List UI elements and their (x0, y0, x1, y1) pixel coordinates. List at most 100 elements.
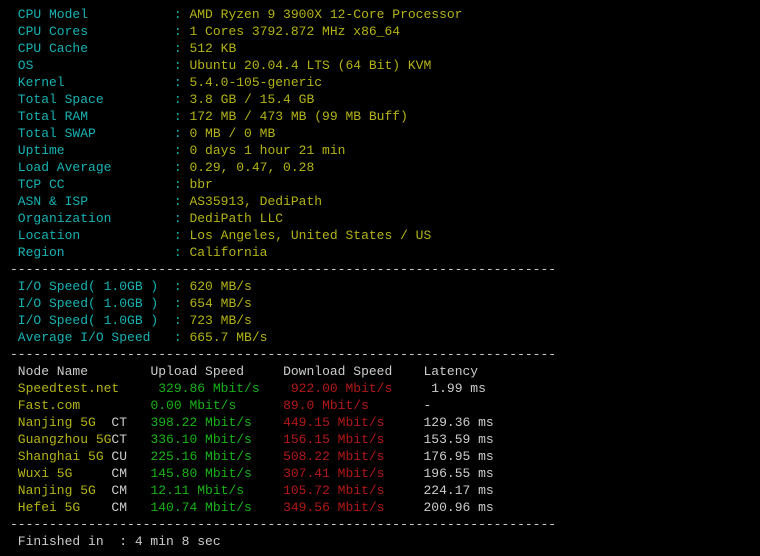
node-name: Wuxi 5G (10, 466, 111, 481)
info-row-cpu_model: CPU Model : AMD Ryzen 9 3900X 12-Core Pr… (10, 6, 750, 23)
io-value: 654 MB/s (189, 296, 251, 311)
info-label: Total RAM (10, 109, 174, 124)
upload-speed: 0.00 Mbit/s (150, 398, 283, 413)
hdr-lat: Latency (424, 364, 479, 379)
info-row-kernel: Kernel : 5.4.0-105-generic (10, 74, 750, 91)
node-carrier: CT (111, 432, 150, 447)
info-value: bbr (189, 177, 212, 192)
colon: : (174, 75, 190, 90)
io-label: I/O Speed( 1.0GB ) (10, 279, 174, 294)
info-row-location: Location : Los Angeles, United States / … (10, 227, 750, 244)
upload-speed: 225.16 Mbit/s (150, 449, 283, 464)
latency: 200.96 ms (424, 500, 494, 515)
info-row-asn_isp: ASN & ISP : AS35913, DediPath (10, 193, 750, 210)
info-label: Uptime (10, 143, 174, 158)
node-carrier: CM (111, 483, 150, 498)
info-label: Region (10, 245, 174, 260)
node-name: Nanjing 5G (10, 483, 111, 498)
node-name: Guangzhou 5G (10, 432, 111, 447)
speedtest-row-5: Wuxi 5G CM 145.80 Mbit/s 307.41 Mbit/s 1… (10, 465, 750, 482)
info-label: CPU Cores (10, 24, 174, 39)
info-value: 0 days 1 hour 21 min (189, 143, 345, 158)
info-value: 3.8 GB / 15.4 GB (189, 92, 314, 107)
latency: 224.17 ms (424, 483, 494, 498)
upload-speed: 336.10 Mbit/s (150, 432, 283, 447)
download-speed: 89.0 Mbit/s (283, 398, 423, 413)
colon: : (174, 126, 190, 141)
speedtest-row-7: Hefei 5G CM 140.74 Mbit/s 349.56 Mbit/s … (10, 499, 750, 516)
io-avg-label: Average I/O Speed (10, 330, 174, 345)
download-speed: 508.22 Mbit/s (283, 449, 423, 464)
hdr-down: Download Speed (283, 364, 423, 379)
io-avg-value: 665.7 MB/s (189, 330, 267, 345)
speedtest-row-3: Guangzhou 5GCT 336.10 Mbit/s 156.15 Mbit… (10, 431, 750, 448)
info-label: CPU Model (10, 7, 174, 22)
hdr-node: Node Name (10, 364, 150, 379)
upload-speed: 329.86 Mbit/s (158, 381, 291, 396)
speedtest-row-2: Nanjing 5G CT 398.22 Mbit/s 449.15 Mbit/… (10, 414, 750, 431)
info-row-total_swap: Total SWAP : 0 MB / 0 MB (10, 125, 750, 142)
speedtest-row-1: Fast.com 0.00 Mbit/s 89.0 Mbit/s - (10, 397, 750, 414)
finished-text: Finished in : 4 min 8 sec (10, 534, 221, 549)
info-value: AMD Ryzen 9 3900X 12-Core Processor (189, 7, 462, 22)
upload-speed: 145.80 Mbit/s (150, 466, 283, 481)
speedtest-row-4: Shanghai 5G CU 225.16 Mbit/s 508.22 Mbit… (10, 448, 750, 465)
info-label: Organization (10, 211, 174, 226)
colon: : (174, 228, 190, 243)
colon: : (174, 41, 190, 56)
info-row-region: Region : California (10, 244, 750, 261)
info-label: Load Average (10, 160, 174, 175)
node-carrier: CM (111, 500, 150, 515)
node-carrier: CT (111, 415, 150, 430)
info-value: DediPath LLC (189, 211, 283, 226)
info-label: CPU Cache (10, 41, 174, 56)
io-row-1: I/O Speed( 1.0GB ) : 654 MB/s (10, 295, 750, 312)
info-value: 512 KB (189, 41, 236, 56)
io-label: I/O Speed( 1.0GB ) (10, 313, 174, 328)
colon: : (174, 194, 190, 209)
info-value: AS35913, DediPath (189, 194, 322, 209)
node-carrier: CU (111, 449, 150, 464)
info-row-load_avg: Load Average : 0.29, 0.47, 0.28 (10, 159, 750, 176)
divider: ----------------------------------------… (10, 261, 750, 278)
info-row-tcp_cc: TCP CC : bbr (10, 176, 750, 193)
divider: ----------------------------------------… (10, 516, 750, 533)
colon: : (174, 279, 190, 294)
info-row-os: OS : Ubuntu 20.04.4 LTS (64 Bit) KVM (10, 57, 750, 74)
latency: - (424, 398, 432, 413)
node-name: Fast.com (10, 398, 111, 413)
info-value: California (189, 245, 267, 260)
divider: ----------------------------------------… (10, 346, 750, 363)
info-row-total_ram: Total RAM : 172 MB / 473 MB (99 MB Buff) (10, 108, 750, 125)
node-name: Speedtest.net (10, 381, 119, 396)
node-name: Shanghai 5G (10, 449, 111, 464)
info-value: 0 MB / 0 MB (189, 126, 275, 141)
io-row-0: I/O Speed( 1.0GB ) : 620 MB/s (10, 278, 750, 295)
node-name: Nanjing 5G (10, 415, 111, 430)
colon: : (174, 92, 190, 107)
latency: 129.36 ms (424, 415, 494, 430)
info-label: Kernel (10, 75, 174, 90)
colon: : (174, 24, 190, 39)
node-carrier (111, 398, 150, 413)
info-row-uptime: Uptime : 0 days 1 hour 21 min (10, 142, 750, 159)
info-value: Ubuntu 20.04.4 LTS (64 Bit) KVM (189, 58, 431, 73)
info-row-cpu_cores: CPU Cores : 1 Cores 3792.872 MHz x86_64 (10, 23, 750, 40)
info-row-org: Organization : DediPath LLC (10, 210, 750, 227)
speedtest-header: Node Name Upload Speed Download Speed La… (10, 363, 750, 380)
latency: 176.95 ms (424, 449, 494, 464)
hdr-up: Upload Speed (150, 364, 283, 379)
colon: : (174, 7, 190, 22)
latency: 153.59 ms (424, 432, 494, 447)
info-value: 5.4.0-105-generic (189, 75, 322, 90)
speedtest-row-6: Nanjing 5G CM 12.11 Mbit/s 105.72 Mbit/s… (10, 482, 750, 499)
download-speed: 307.41 Mbit/s (283, 466, 423, 481)
info-row-total_space: Total Space : 3.8 GB / 15.4 GB (10, 91, 750, 108)
info-value: 1 Cores 3792.872 MHz x86_64 (189, 24, 400, 39)
info-value: Los Angeles, United States / US (189, 228, 431, 243)
colon: : (174, 160, 190, 175)
latency: 196.55 ms (424, 466, 494, 481)
colon: : (174, 313, 190, 328)
download-speed: 922.00 Mbit/s (291, 381, 431, 396)
colon: : (174, 245, 190, 260)
